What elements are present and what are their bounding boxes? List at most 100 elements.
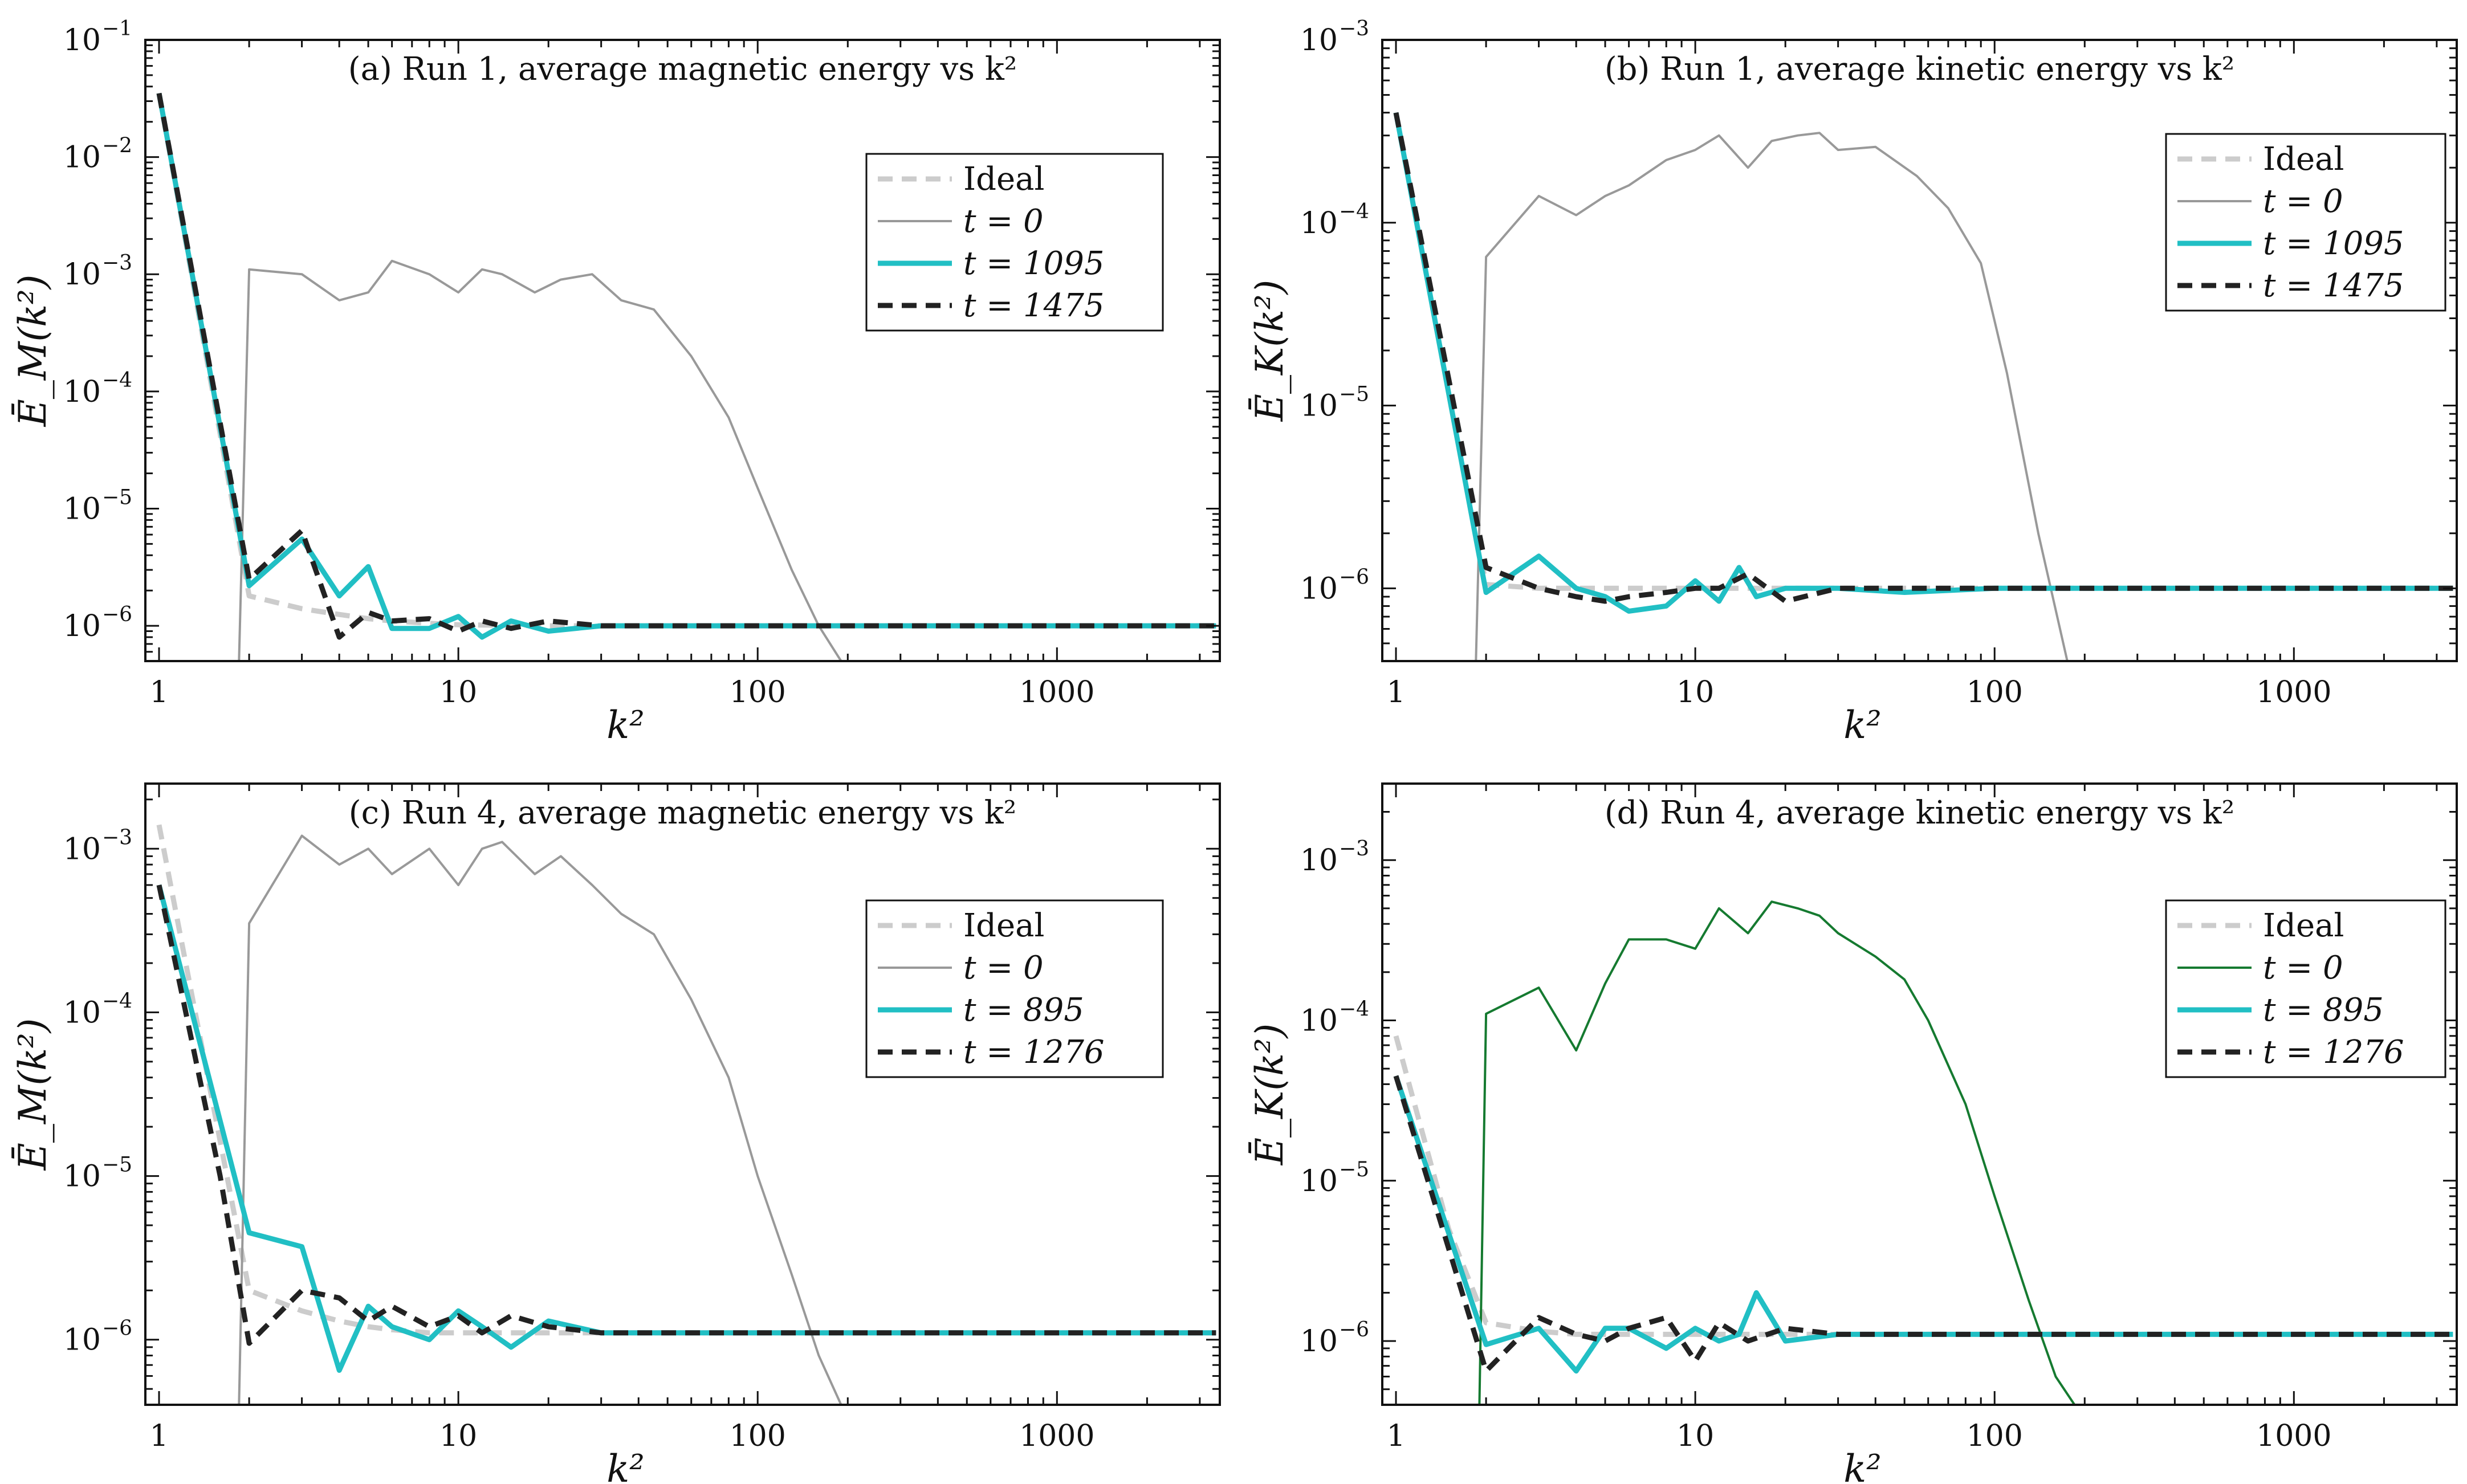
legend-label: t = 1475: [963, 287, 1105, 324]
y-axis-label: Ē_K(k²): [1248, 1024, 1292, 1165]
series-line-c-1: [238, 834, 842, 1405]
plot-frame: [144, 39, 1221, 662]
y-tick-label: 10: [1300, 1164, 1338, 1198]
panel-title: (b) Run 1, average kinetic energy vs k²: [1605, 51, 2234, 88]
legend-box: [2165, 899, 2446, 1078]
series-group: [1393, 112, 2453, 661]
x-tick-label: 1000: [2256, 1419, 2331, 1453]
x-tick-label: 1: [1386, 1419, 1405, 1453]
y-tick-label: 10: [63, 141, 101, 175]
y-tick-label: 10: [63, 1323, 101, 1357]
legend-label: t = 1095: [963, 245, 1105, 282]
y-tick-exponent: −4: [1339, 200, 1369, 223]
y-axis-label: Ē_K(k²): [1248, 280, 1292, 422]
series-line-d-3: [1393, 1075, 2453, 1374]
x-tick-label: 10: [439, 675, 477, 710]
series-group: [156, 92, 1216, 661]
legend-label: t = 895: [963, 992, 1084, 1029]
x-tick-label: 10: [439, 1419, 477, 1453]
y-tick-exponent: −5: [102, 486, 132, 509]
y-tick-exponent: −1: [102, 17, 132, 40]
series-group: [1393, 900, 2453, 1405]
y-tick-exponent: −2: [102, 134, 132, 158]
y-tick-label: 10: [1300, 389, 1338, 423]
y-tick-label: 10: [1300, 206, 1338, 240]
y-tick-exponent: −4: [102, 989, 132, 1013]
legend-label: t = 1475: [2263, 267, 2404, 304]
legend-label: t = 0: [2263, 949, 2343, 986]
x-tick-label: 100: [730, 1419, 786, 1453]
y-tick-exponent: −5: [102, 1153, 132, 1177]
y-tick-exponent: −3: [102, 826, 132, 849]
series-line-d-2: [1393, 1075, 2453, 1374]
y-tick-label: 10: [63, 609, 101, 643]
legend-label: Ideal: [963, 907, 1044, 944]
legend: Ideal t = 0 t = 1095 t = 1475: [865, 153, 1164, 332]
x-tick-label: 100: [1967, 675, 2023, 710]
x-axis-label: k²: [606, 703, 644, 747]
y-tick-label: 10: [63, 258, 101, 292]
plot-frame: [1381, 782, 2458, 1406]
legend-label: Ideal: [2263, 141, 2344, 178]
series-line-a-1: [238, 259, 842, 661]
series-group: [156, 824, 1216, 1405]
legend-label: t = 1095: [2263, 225, 2404, 262]
x-tick-label: 100: [730, 675, 786, 710]
legend-label: t = 0: [2263, 183, 2343, 220]
y-tick-exponent: −4: [102, 369, 132, 392]
y-tick-exponent: −6: [102, 603, 132, 626]
legend-label: Ideal: [963, 161, 1044, 198]
legend-box: [865, 899, 1164, 1078]
legend: Ideal t = 0 t = 895 t = 1276: [2165, 899, 2446, 1078]
y-axis-label: Ē_M(k²): [11, 1018, 55, 1171]
y-tick-exponent: −3: [1339, 837, 1369, 861]
y-tick-label: 10: [63, 996, 101, 1030]
legend-label: Ideal: [2263, 907, 2344, 944]
y-tick-label: 10: [63, 1160, 101, 1194]
x-tick-label: 1: [1386, 675, 1405, 710]
y-tick-label: 10: [63, 23, 101, 58]
series-line-c-3: [156, 884, 1216, 1346]
series-line-b-1: [1475, 132, 2069, 661]
y-tick-exponent: −5: [1339, 383, 1369, 406]
y-tick-label: 10: [1300, 1004, 1338, 1038]
series-line-d-1: [1478, 900, 2076, 1405]
x-tick-label: 10: [1676, 675, 1714, 710]
y-tick-exponent: −3: [1339, 17, 1369, 40]
legend-box: [2165, 133, 2446, 312]
y-tick-exponent: −3: [102, 251, 132, 275]
legend-label: t = 895: [2263, 992, 2384, 1029]
x-tick-label: 1: [149, 675, 168, 710]
y-tick-exponent: −4: [1339, 997, 1369, 1021]
legend-label: t = 1276: [963, 1034, 1105, 1071]
x-tick-label: 100: [1967, 1419, 2023, 1453]
x-axis-label: k²: [606, 1447, 644, 1484]
y-tick-exponent: −6: [102, 1317, 132, 1340]
panel-title: (a) Run 1, average magnetic energy vs k²: [348, 51, 1017, 88]
x-tick-label: 1000: [2256, 675, 2331, 710]
panel-title: (c) Run 4, average magnetic energy vs k²: [349, 794, 1016, 831]
y-tick-exponent: −5: [1339, 1158, 1369, 1181]
x-axis-label: k²: [1843, 1447, 1881, 1484]
series-line-a-3: [156, 92, 1216, 640]
x-tick-label: 1000: [1019, 675, 1094, 710]
series-line-d-0: [1393, 1035, 2453, 1337]
y-tick-exponent: −6: [1339, 565, 1369, 589]
y-tick-label: 10: [1300, 1324, 1338, 1359]
panel-title: (d) Run 4, average kinetic energy vs k²: [1605, 794, 2234, 831]
y-tick-exponent: −6: [1339, 1318, 1369, 1342]
x-axis-label: k²: [1843, 703, 1881, 747]
series-line-b-3: [1393, 112, 2453, 604]
y-tick-label: 10: [63, 375, 101, 409]
y-tick-label: 10: [63, 832, 101, 866]
legend-label: t = 1276: [2263, 1034, 2404, 1071]
x-tick-label: 1000: [1019, 1419, 1094, 1453]
y-tick-label: 10: [1300, 843, 1338, 878]
legend-label: t = 0: [963, 203, 1044, 240]
y-tick-label: 10: [1300, 23, 1338, 58]
